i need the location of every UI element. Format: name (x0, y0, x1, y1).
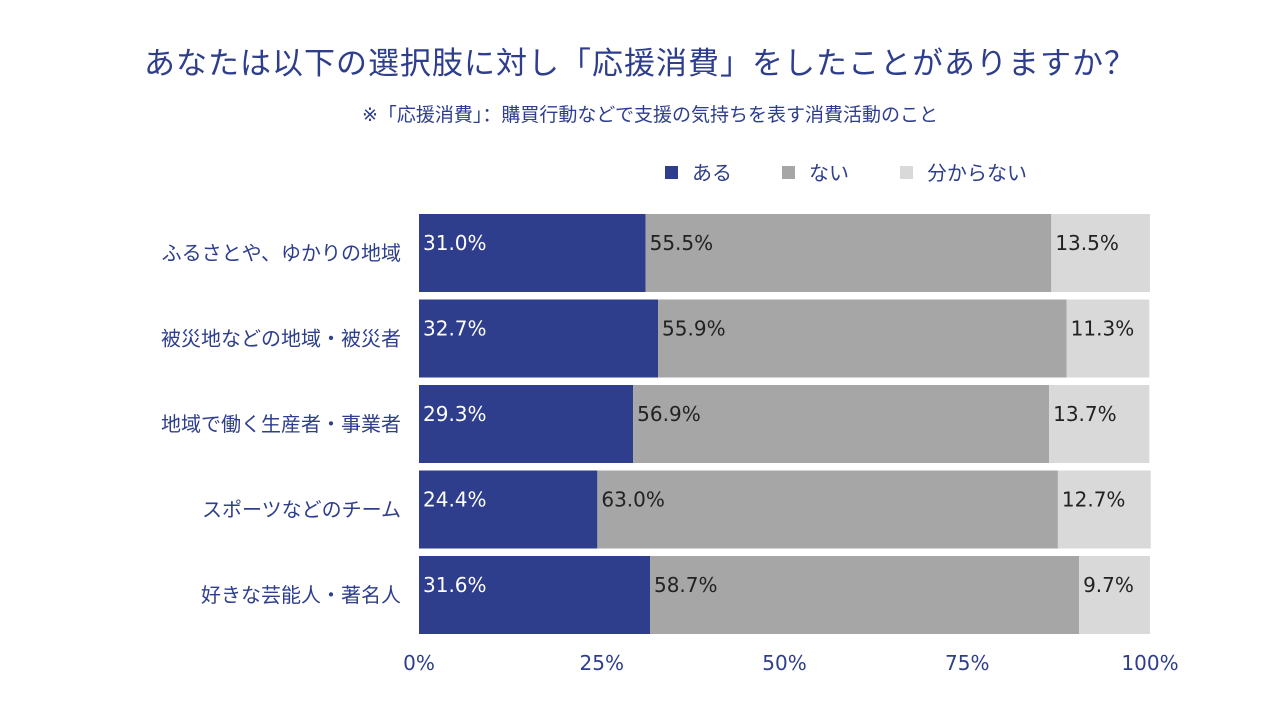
data-label-2-3: 11.3% (1071, 317, 1135, 341)
data-label-1-3: 13.5% (1055, 231, 1119, 255)
category-label-2: 被災地などの地域・被災者 (161, 327, 401, 351)
data-label-2-2: 55.9% (662, 317, 726, 341)
bar-4-3 (1057, 470, 1151, 549)
bar-2-3 (1066, 299, 1150, 378)
data-label-4-3: 12.7% (1062, 488, 1126, 512)
data-label-3-2: 56.9% (637, 402, 701, 426)
bar-5-1 (419, 556, 650, 634)
category-label-4: スポーツなどのチーム (202, 498, 401, 522)
x-tick-label-5: 100% (1121, 651, 1178, 675)
category-label-5: 好きな芸能人・著名人 (201, 583, 401, 607)
bar-3-3 (1049, 385, 1150, 463)
data-label-5-3: 9.7% (1083, 573, 1134, 597)
bar-1-2 (645, 214, 1052, 292)
x-tick-label-3: 50% (762, 651, 806, 675)
bar-3-2 (633, 385, 1050, 463)
bar-3-1 (419, 385, 634, 463)
bar-5-3 (1079, 556, 1150, 634)
bar-2-2 (658, 299, 1067, 378)
legend-swatch-3 (900, 166, 913, 179)
bar-5-2 (649, 556, 1080, 634)
category-label-3: 地域で働く生産者・事業者 (161, 412, 401, 436)
legend-swatch-1 (665, 166, 678, 179)
bar-4-1 (419, 470, 598, 549)
x-tick-label-1: 0% (403, 651, 435, 675)
bar-1-1 (419, 214, 646, 292)
data-label-4-1: 24.4% (423, 488, 487, 512)
bar-1-3 (1051, 214, 1150, 292)
bar-2-1 (419, 299, 659, 378)
category-label-1: ふるさとや、ゆかりの地域 (162, 241, 401, 265)
bar-4-2 (597, 470, 1058, 549)
data-label-1-2: 55.5% (650, 231, 714, 255)
data-label-5-2: 58.7% (654, 573, 718, 597)
legend-label-3: 分からない (927, 161, 1027, 185)
x-tick-label-4: 75% (945, 651, 989, 675)
data-label-5-1: 31.6% (423, 573, 487, 597)
x-tick-label-2: 25% (580, 651, 624, 675)
data-label-3-3: 13.7% (1053, 402, 1117, 426)
chart-subtitle: ※「応援消費」：購買行動などで支援の気持ちを表す消費活動のこと (361, 104, 939, 126)
data-label-4-2: 63.0% (601, 488, 665, 512)
data-label-1-1: 31.0% (423, 231, 487, 255)
data-label-2-1: 32.7% (423, 317, 487, 341)
chart-title: あなたは以下の選択肢に対し「応援消費」をしたことがありますか？ (144, 46, 1136, 82)
legend-label-1: ある (692, 161, 732, 185)
legend-label-2: ない (809, 161, 849, 185)
data-label-3-1: 29.3% (423, 402, 487, 426)
legend-swatch-2 (782, 166, 795, 179)
